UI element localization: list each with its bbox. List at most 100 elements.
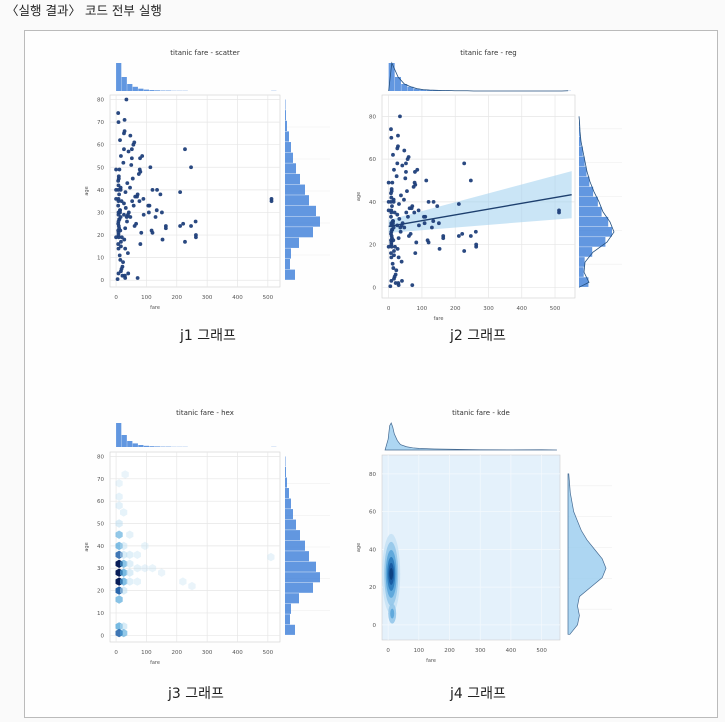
marginal-y-bar [285,488,289,499]
scatter-point [117,167,122,172]
scatter-point [129,156,134,161]
scatter-point [389,208,394,213]
scatter-point [404,161,408,166]
y-tick-label: 20 [369,243,376,249]
marginal-x-bar [121,77,127,91]
scatter-point [183,239,187,244]
marginal-x-bar [116,63,122,91]
scatter-point [425,238,430,243]
marginal-y-bar [285,184,305,195]
scatter-point [116,242,121,246]
scatter-point [424,178,429,183]
scatter-point [403,176,408,181]
scatter-point [392,249,396,253]
scatter-point [437,221,441,226]
scatter-point [389,214,393,219]
hex-cell [133,577,141,586]
scatter-point [269,197,274,201]
y-tick-label: 40 [369,547,376,553]
y-tick-label: 60 [369,157,376,163]
scatter-point [122,201,126,206]
scatter-point [126,271,131,276]
scatter-point [116,174,121,179]
scatter-point [194,233,198,237]
scatter-point [136,172,141,176]
y-tick-label: 0 [101,633,105,639]
scatter-point [116,271,121,276]
scatter-point [390,227,394,232]
scatter-point [125,219,129,224]
marginal-x-bar [413,88,420,91]
scatter-point [117,192,122,197]
marginal-y-bar [285,572,320,583]
scatter-point [410,283,415,288]
page-header: 〈실행 결과〉 코드 전부 실행 [6,3,162,18]
x-tick-label: 400 [232,650,243,656]
x-tick-label: 500 [263,650,274,656]
scatter-point [114,187,118,192]
y-tick-label: 0 [373,623,377,629]
y-axis-label: age [356,192,362,201]
scatter-point [415,167,420,172]
y-tick-label: 70 [97,120,104,126]
scatter-point [122,147,126,152]
marginal-y-bar [579,196,598,207]
scatter-point [422,221,427,226]
marginal-y-bar [579,146,583,157]
marginal-x-bar [127,441,133,447]
marginal-x-bar [394,77,401,91]
scatter-point [115,277,120,281]
scatter-point [117,253,122,258]
scatter-point [149,228,154,233]
marginal-y-bar [285,205,316,217]
scatter-point [163,226,168,231]
scatter-point [119,267,124,271]
scatter-point [404,170,408,174]
y-axis-label: age [84,186,90,195]
scatter-point [400,279,404,283]
marginal-x-bar [143,89,150,91]
y-axis-label: age [356,543,362,552]
scatter-point [474,242,479,247]
scatter-point [389,187,394,191]
scatter-point [411,184,416,189]
scatter-point [118,257,123,262]
marginal-y-kde [567,473,607,635]
scatter-point [395,223,400,228]
scatter-point [462,249,467,253]
regression-line [388,193,572,228]
kde-contour [389,567,394,580]
marginal-y-bar [579,176,590,187]
marginal-y-bar [579,267,584,277]
y-axis-label: age [84,542,90,551]
chart-panel-4: 0 100 200 300 400 500 0 20 40 60 80 fare age titanic … [356,409,612,664]
scatter-point [148,165,153,170]
hex-cell [120,628,128,638]
scatter-point [392,167,396,172]
hex-cell [267,552,275,562]
scatter-point [150,187,155,192]
scatter-point [397,217,402,221]
scatter-point [468,178,473,183]
chart-panel-2: 0 100 200 300 400 500 0 20 40 60 80 fare age titanic … [356,49,622,322]
scatter-point [116,230,121,235]
x-tick-label: 100 [417,306,428,312]
marginal-x-bar [116,423,122,447]
scatter-point [414,240,419,245]
y-tick-label: 60 [97,143,104,149]
scatter-point [181,221,186,226]
scatter-point [122,131,126,136]
y-tick-label: 40 [97,544,104,550]
caption-j1: j1 그래프 [180,328,236,344]
hex-cell [126,530,134,539]
hex-cell [120,586,128,595]
scatter-point [394,268,399,273]
marginal-y-bar [285,540,305,551]
scatter-point [456,202,461,206]
scatter-point [392,274,397,279]
hex-cell [188,581,196,591]
hex-cell [126,577,134,586]
scatter-point [393,244,397,249]
scatter-point [430,225,434,230]
scatter-point [128,133,133,138]
